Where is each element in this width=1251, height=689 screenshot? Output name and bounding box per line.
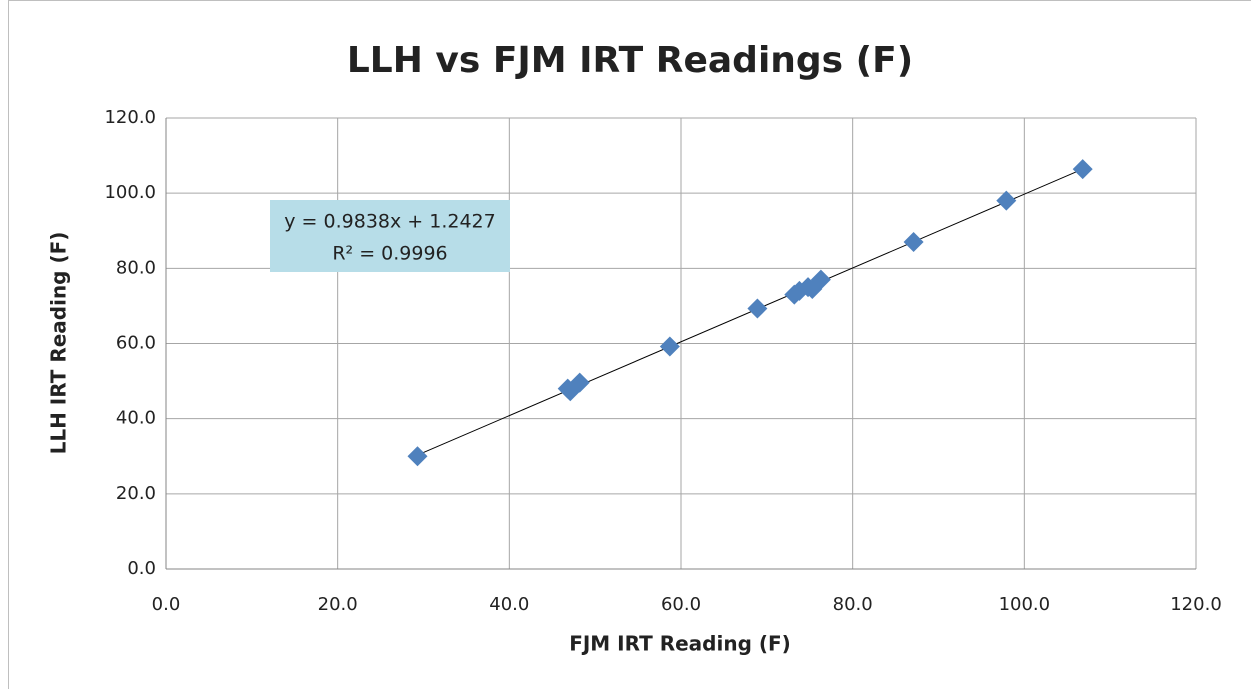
annotation: y = 0.9838x + 1.2427 bbox=[284, 211, 495, 233]
x-tick-label: 100.0 bbox=[999, 594, 1051, 615]
y-axis-label: LLH IRT Reading (F) bbox=[47, 232, 71, 455]
x-tick-label: 60.0 bbox=[661, 594, 701, 615]
y-tick-label: 60.0 bbox=[116, 333, 156, 354]
x-axis-label: FJM IRT Reading (F) bbox=[569, 632, 791, 656]
x-tick-label: 80.0 bbox=[833, 594, 873, 615]
trendline bbox=[417, 168, 1083, 456]
point bbox=[747, 298, 768, 319]
y-tick-label: 100.0 bbox=[104, 182, 156, 203]
y-tick-label: 20.0 bbox=[116, 483, 156, 504]
y-tick-label: 40.0 bbox=[116, 408, 156, 429]
chart-title: LLH vs FJM IRT Readings (F) bbox=[347, 40, 913, 81]
point bbox=[810, 269, 831, 290]
chart-frame bbox=[8, 0, 1251, 689]
point bbox=[903, 232, 924, 253]
point bbox=[569, 372, 590, 393]
point bbox=[659, 336, 680, 357]
annotation-box bbox=[270, 200, 510, 272]
point bbox=[407, 446, 428, 467]
annotation: R² = 0.9996 bbox=[332, 243, 447, 265]
x-tick-label: 0.0 bbox=[152, 594, 181, 615]
x-tick-label: 40.0 bbox=[489, 594, 529, 615]
point bbox=[996, 190, 1017, 211]
point bbox=[1072, 159, 1093, 180]
x-tick-label: 20.0 bbox=[318, 594, 358, 615]
y-tick-label: 120.0 bbox=[104, 107, 156, 128]
y-tick-label: 80.0 bbox=[116, 257, 156, 278]
x-tick-label: 120.0 bbox=[1170, 594, 1222, 615]
y-tick-label: 0.0 bbox=[127, 558, 156, 579]
